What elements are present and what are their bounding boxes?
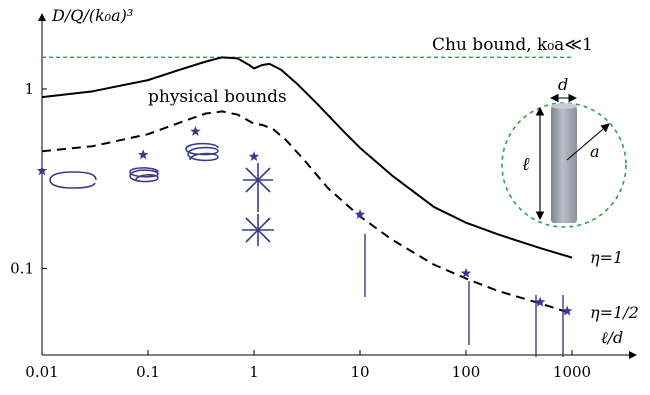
antenna-helix-small-icon <box>129 167 159 183</box>
inset-d-label: d <box>558 75 568 94</box>
y-tick-label: 1 <box>24 80 34 98</box>
antenna-loop-icon <box>49 171 97 189</box>
data-point-star <box>534 296 546 307</box>
inset-l-label: ℓ <box>522 154 530 175</box>
physical-bounds-label: physical bounds <box>148 87 287 107</box>
series-layer <box>36 56 573 316</box>
antenna-helix-large-icon <box>185 142 219 162</box>
x-tick-label: 0.1 <box>136 363 160 381</box>
data-point-star <box>248 151 260 162</box>
x-tick-label: 1 <box>249 363 259 381</box>
chu-bound-label: Chu bound, k₀a≪1 <box>432 35 593 55</box>
inset-cylinder <box>551 106 577 223</box>
x-axis-ticks: 0.01 0.1 1 10 100 1000 <box>25 350 591 381</box>
series-eta-1-line <box>41 56 573 259</box>
data-point-star <box>460 267 472 278</box>
data-point-star <box>354 208 366 219</box>
series-label-eta-1: η=1 <box>590 248 623 267</box>
series-label-eta-half: η=1/2 <box>590 303 639 322</box>
inset-radius-arrow <box>566 123 610 161</box>
antenna-sketches <box>49 142 564 357</box>
x-tick-label: 100 <box>452 363 481 381</box>
data-point-star <box>561 305 573 316</box>
x-tick-label: 1000 <box>553 363 591 381</box>
y-tick-label: 0.1 <box>10 260 34 278</box>
data-point-star <box>137 149 149 160</box>
y-axis-label: D/Q/(k₀a)³ <box>51 6 133 25</box>
data-point-star <box>190 125 201 136</box>
antenna-wire-dipoles-icon <box>364 234 564 357</box>
x-tick-label: 0.01 <box>25 363 58 381</box>
y-axis-ticks: 0.11 <box>10 80 47 278</box>
series-eta-half-line <box>41 110 573 315</box>
x-axis-label: ℓ/d <box>601 328 623 347</box>
inset-cylinder-diagram: d ℓ a <box>501 75 627 228</box>
data-point-star <box>36 165 48 176</box>
x-tick-label: 10 <box>350 363 369 381</box>
antenna-star-dipole-icon <box>242 163 274 246</box>
inset-a-label: a <box>590 142 600 161</box>
